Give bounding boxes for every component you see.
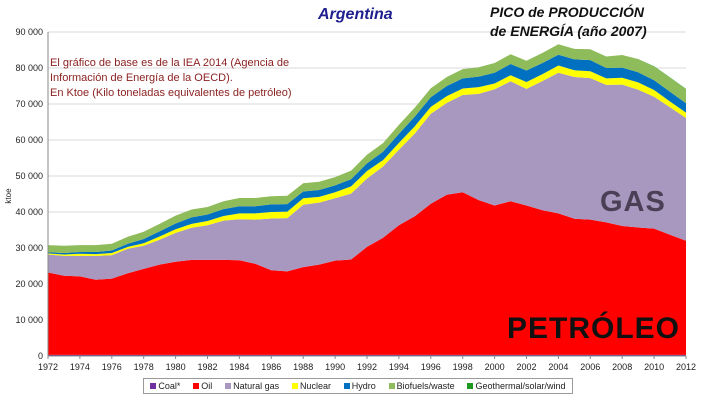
legend-label: Hydro (351, 381, 376, 391)
peak-annotation-line-2: de ENERGÍA (año 2007) (490, 23, 647, 39)
area-natural-gas (48, 72, 686, 280)
y-tick-label: 90 000 (15, 27, 43, 37)
legend-label: Nuclear (299, 381, 331, 391)
area-biofuels-waste (48, 44, 686, 254)
y-tick-label: 50 000 (15, 171, 43, 181)
x-tick-label: 2004 (548, 362, 568, 372)
legend-label: Oil (201, 381, 213, 391)
legend-item-hydro: Hydro (343, 381, 376, 391)
x-tick-label: 1990 (325, 362, 345, 372)
gas-area-label: GAS (600, 186, 666, 218)
y-tick-label: 80 000 (15, 63, 43, 73)
x-tick-label: 1974 (70, 362, 90, 372)
x-tick-label: 1982 (197, 362, 217, 372)
source-note: El gráfico de base es de la IEA 2014 (Ag… (50, 56, 292, 101)
oil-area-label: PETRÓLEO (507, 312, 681, 345)
legend-item-coal: Coal* (150, 381, 180, 391)
legend-label: Coal* (158, 381, 181, 391)
area-nuclear (48, 65, 686, 256)
x-tick-label: 1978 (134, 362, 154, 372)
legend-label: Geothermal/solar/wind (475, 381, 566, 391)
x-tick-label: 2000 (485, 362, 505, 372)
y-tick-label: 40 000 (15, 207, 43, 217)
x-tick-label: 1992 (357, 362, 377, 372)
legend-item-nuclear: Nuclear (291, 381, 331, 391)
y-axis-title: ktoe (4, 188, 13, 204)
y-tick-label: 70 000 (15, 99, 43, 109)
source-note-line-3: En Ktoe (Kilo toneladas equivalentes de … (50, 87, 292, 99)
legend-swatch (343, 383, 350, 389)
y-tick-label: 10 000 (15, 315, 43, 325)
peak-annotation: PICO de PRODUCCIÓN de ENERGÍA (año 2007) (490, 3, 647, 41)
x-tick-label: 2006 (580, 362, 600, 372)
source-note-line-1: El gráfico de base es de la IEA 2014 (Ag… (50, 57, 290, 69)
y-tick-label: 30 000 (15, 243, 43, 253)
x-tick-label: 1984 (229, 362, 249, 372)
x-tick-label: 1996 (421, 362, 441, 372)
legend-swatch (388, 383, 395, 389)
y-tick-label: 60 000 (15, 135, 43, 145)
legend-item-biofuels-waste: Biofuels/waste (388, 381, 455, 391)
x-tick-label: 1986 (261, 362, 281, 372)
chart-title: Argentina (318, 6, 393, 23)
area-oil (48, 192, 686, 355)
legend-item-geothermal-solar-wind: Geothermal/solar/wind (467, 381, 566, 391)
x-tick-label: 2010 (644, 362, 664, 372)
legend-swatch (467, 383, 474, 389)
legend-item-oil: Oil (193, 381, 212, 391)
x-tick-label: 2002 (516, 362, 536, 372)
legend-item-natural-gas: Natural gas (225, 381, 279, 391)
y-tick-label: 20 000 (15, 279, 43, 289)
x-tick-label: 1994 (389, 362, 409, 372)
peak-annotation-line-1: PICO de PRODUCCIÓN (490, 4, 645, 20)
x-tick-label: 1988 (293, 362, 313, 372)
y-tick-label: 0 (38, 351, 43, 361)
legend-swatch (193, 383, 200, 389)
area-hydro (48, 54, 686, 255)
legend-swatch (225, 383, 232, 389)
x-tick-label: 1980 (166, 362, 186, 372)
x-tick-label: 1976 (102, 362, 122, 372)
x-tick-label: 2008 (612, 362, 632, 372)
x-tick-label: 1972 (38, 362, 58, 372)
legend-swatch (291, 383, 298, 389)
legend-label: Biofuels/waste (396, 381, 455, 391)
chart-legend: Coal* Oil Natural gas Nuclear Hydro Biofuels/… (143, 378, 573, 394)
legend-swatch (150, 383, 157, 389)
source-note-line-2: Información de Energía de la OECD). (50, 72, 233, 84)
x-tick-label: 2012 (676, 362, 696, 372)
x-tick-label: 1998 (453, 362, 473, 372)
legend-label: Natural gas (233, 381, 280, 391)
